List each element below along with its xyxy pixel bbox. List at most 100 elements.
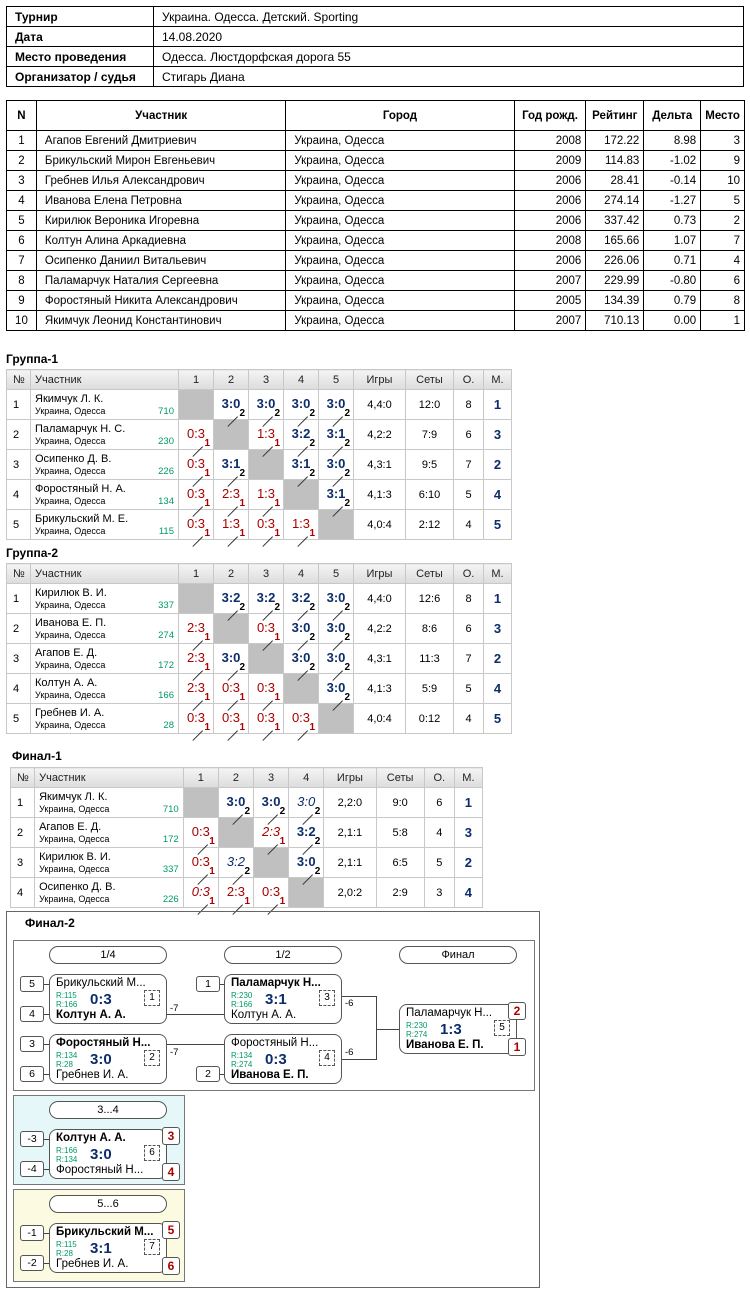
- match-score: 3:2: [256, 589, 276, 605]
- table-cell: Украина, Одесса: [285, 310, 515, 331]
- stat-games: 4,3:1: [353, 449, 406, 480]
- table-cell: 10: [6, 310, 37, 331]
- match-score: 0:3: [221, 709, 241, 725]
- match-score: 3:0: [221, 649, 241, 665]
- player-name: Агапов Е. Д.: [35, 647, 98, 659]
- stat-sets: 12:6: [405, 583, 454, 614]
- table-cell: 2007: [513, 310, 587, 331]
- table-cell: 5: [700, 190, 745, 211]
- bracket-match: Форостяный Н... R:134 R:274 0:3 4 Иванов…: [224, 1034, 342, 1084]
- info-row: Место проведения Одесса. Люстдорфская дор…: [6, 46, 744, 67]
- column-header: Игры: [323, 767, 377, 788]
- table-row: 3 Гребнев Илья Александрович Украина, Одес…: [6, 170, 745, 191]
- info-value: Украина. Одесса. Детский. Sporting: [153, 6, 744, 27]
- player-cell: Гребнев И. А. Украина, Одесса 28: [30, 703, 179, 734]
- match-score: 3:2: [296, 823, 316, 839]
- player-cell: Кирилюк В. И. Украина, Одесса 337: [34, 847, 184, 878]
- column-header: Участник: [35, 100, 287, 131]
- match-score: 2:3: [186, 619, 206, 635]
- player-rating: 166: [158, 690, 174, 701]
- row-number: 4: [9, 877, 36, 908]
- match-points: 2: [344, 408, 350, 419]
- player-city: Украина, Одесса: [35, 466, 106, 476]
- match-points: 2: [344, 632, 350, 643]
- seed-box: -3: [20, 1131, 44, 1147]
- self-cell: [318, 703, 354, 734]
- score-cell: 3:0 2: [318, 643, 354, 681]
- match-points: 1: [239, 722, 245, 733]
- player-name: Форостяный Н. А.: [35, 483, 126, 495]
- table-cell: 2005: [513, 290, 587, 311]
- match-points: 1: [244, 896, 250, 907]
- score-cell: 3:0 2: [318, 449, 354, 487]
- match-points: 1: [239, 528, 245, 539]
- table-cell: Украина, Одесса: [285, 150, 515, 171]
- match-points: 1: [204, 692, 210, 703]
- column-header: 2: [213, 369, 249, 390]
- tournament-info-table: Турнир Украина. Одесса. Детский. Sporting…: [6, 6, 744, 87]
- player-rating: 134: [158, 496, 174, 507]
- score-cell: 0:3 1: [182, 847, 219, 885]
- match-points: 2: [239, 662, 245, 673]
- player-cell: Якимчук Л. К. Украина, Одесса 710: [30, 389, 179, 420]
- player-city: Украина, Одесса: [39, 834, 110, 844]
- table-cell: 10: [700, 170, 745, 191]
- match-score: 3:0: [256, 395, 276, 411]
- stat-pts: 3: [423, 877, 455, 908]
- table-row: 3 Агапов Е. Д. Украина, Одесса 172 2:3 1 3:0 2 3…: [6, 643, 512, 681]
- info-key: Турнир: [6, 6, 154, 27]
- final-place: 2: [453, 847, 484, 878]
- stat-sets: 9:5: [405, 449, 454, 480]
- table-cell: Брикульский Мирон Евгеньевич: [35, 150, 287, 171]
- player-cell: Осипенко Д. В. Украина, Одесса 226: [34, 877, 184, 908]
- table-row: 5 Гребнев И. А. Украина, Одесса 28 0:3 1 0:3 1 0…: [6, 703, 512, 741]
- bracket-match: Форостяный Н... R:134 R:28 3:0 2 Гребнев…: [49, 1034, 167, 1084]
- table-cell: 2009: [513, 150, 587, 171]
- match-points: 1: [204, 722, 210, 733]
- stat-games: 2,1:1: [323, 847, 377, 878]
- player-city: Украина, Одесса: [35, 526, 106, 536]
- table-cell: Агапов Евгений Дмитриевич: [35, 130, 287, 151]
- table-row: 10 Якимчук Леонид Константинович Украина, …: [6, 310, 745, 331]
- group-1-table: № Участник 1 2 3 4 5 Игры Сеты О. М. 1 Якимчук Л. К.…: [6, 369, 512, 547]
- score-cell: 3:2 2: [213, 583, 249, 621]
- match-points: 1: [274, 722, 280, 733]
- score-cell: 3:0 2: [217, 787, 255, 825]
- table-cell: 8: [700, 290, 745, 311]
- final-place: 5: [483, 703, 512, 734]
- match-score: 1:3: [291, 515, 311, 531]
- table-cell: 2008: [513, 130, 587, 151]
- divider: [262, 730, 273, 741]
- table-row: 8 Паламарчук Наталия Сергеевна Украина, Од…: [6, 270, 745, 291]
- table-cell: 9: [6, 290, 37, 311]
- seed-box: 2: [196, 1066, 220, 1082]
- match-score: 3:0: [326, 455, 346, 471]
- stat-games: 4,4:0: [353, 583, 406, 614]
- match-score: 3:0: [226, 793, 246, 809]
- match-points: 2: [239, 468, 245, 479]
- divider: [227, 730, 238, 741]
- column-header: Игры: [353, 563, 406, 584]
- player-rating: 172: [158, 660, 174, 671]
- stat-games: 4,0:4: [353, 703, 406, 734]
- table-row: 9 Форостяный Никита Александрович Украина,…: [6, 290, 745, 311]
- player-cell: Осипенко Д. В. Украина, Одесса 226: [30, 449, 179, 480]
- match-score: 0:3: [186, 515, 206, 531]
- match-score: 0:3: [256, 709, 276, 725]
- score-cell: 0:3 1: [213, 673, 249, 711]
- match-points: 1: [204, 438, 210, 449]
- table-row: 5 Брикульский М. Е. Украина, Одесса 115 0:3 1…: [6, 509, 512, 547]
- info-row: Организатор / судья Стигарь Диана: [6, 66, 744, 87]
- column-header: Рейтинг: [585, 100, 645, 131]
- table-row: 3 Кирилюк В. И. Украина, Одесса 337 0:3 1 3:2 2…: [9, 847, 484, 885]
- stat-pts: 7: [453, 643, 484, 674]
- table-cell: Украина, Одесса: [285, 210, 515, 231]
- player-rating: 230: [158, 436, 174, 447]
- stat-pts: 4: [453, 509, 484, 540]
- table-row: 4 Форостяный Н. А. Украина, Одесса 134 0:3 1 2…: [6, 479, 512, 517]
- player-cell: Колтун А. А. Украина, Одесса 166: [30, 673, 179, 704]
- self-cell: [288, 877, 325, 908]
- score-cell: 2:3 1: [252, 817, 290, 855]
- stat-games: 4,3:1: [353, 643, 406, 674]
- stat-pts: 7: [453, 449, 484, 480]
